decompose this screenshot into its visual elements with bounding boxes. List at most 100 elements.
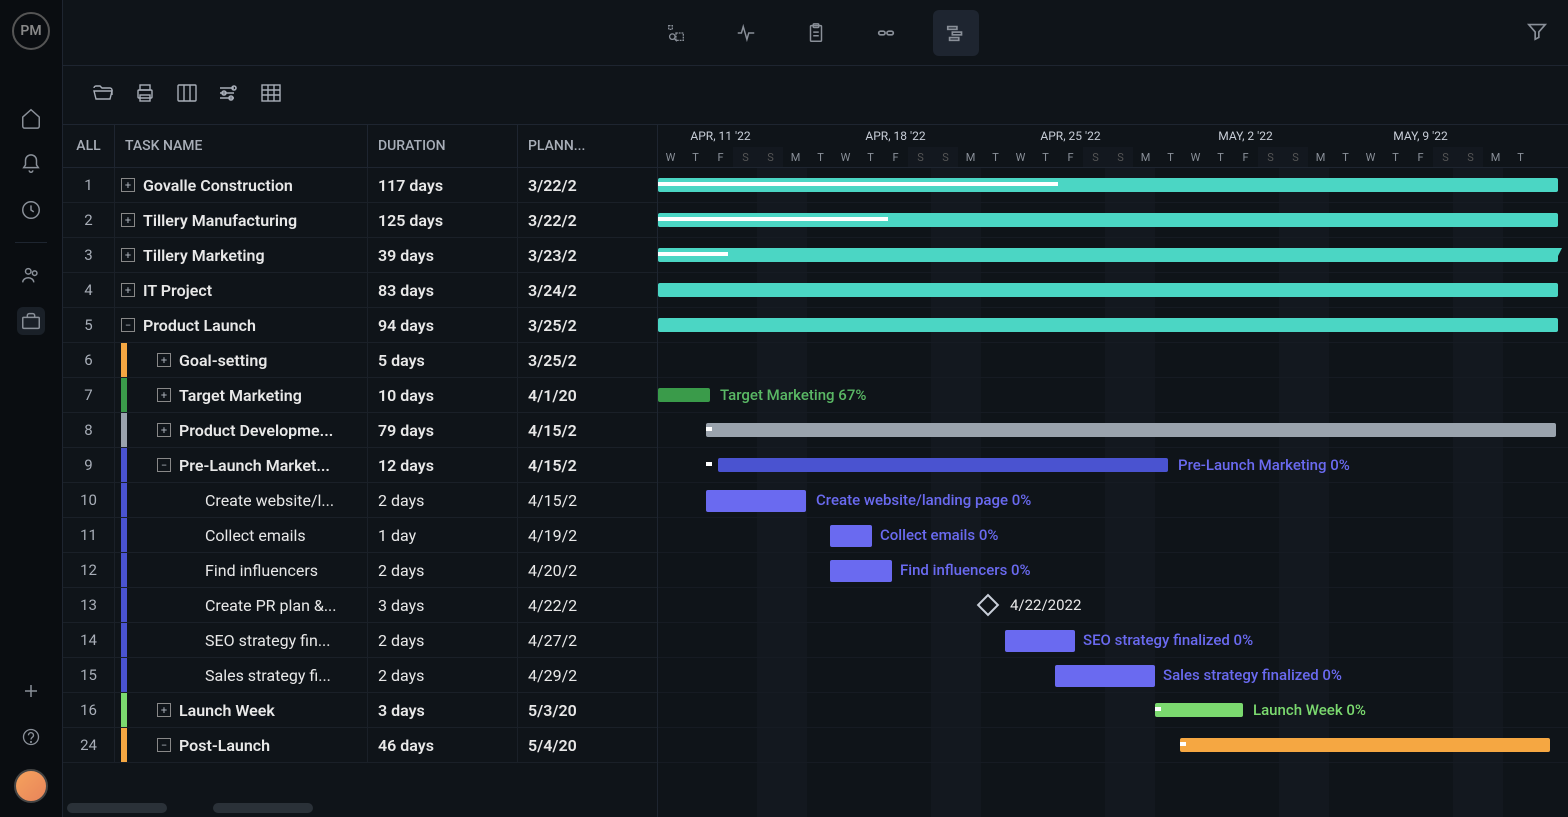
gantt-row[interactable] <box>658 343 1568 378</box>
gantt-bar[interactable] <box>658 248 1558 262</box>
gantt-row[interactable] <box>658 238 1568 273</box>
table-row[interactable]: 13Create PR plan &...3 days4/22/2 <box>63 588 657 623</box>
gantt-row[interactable] <box>658 168 1568 203</box>
logo[interactable]: PM <box>12 12 50 50</box>
grid-icon[interactable] <box>259 81 283 109</box>
gantt-row[interactable]: SEO strategy finalized 0% <box>658 623 1568 658</box>
print-icon[interactable] <box>133 81 157 109</box>
add-icon[interactable] <box>17 677 45 705</box>
gantt-row[interactable]: Create website/landing page 0% <box>658 483 1568 518</box>
gantt-row[interactable]: 4/22/2022 <box>658 588 1568 623</box>
table-row[interactable]: 1+Govalle Construction117 days3/22/2 <box>63 168 657 203</box>
expand-icon[interactable]: + <box>157 388 171 402</box>
folder-icon[interactable] <box>91 81 115 109</box>
view-gantt-icon[interactable] <box>933 10 979 56</box>
expand-icon[interactable]: + <box>121 283 135 297</box>
table-row[interactable]: 12Find influencers2 days4/20/2 <box>63 553 657 588</box>
table-row[interactable]: 9−Pre-Launch Market...12 days4/15/2 <box>63 448 657 483</box>
expand-icon[interactable]: + <box>121 213 135 227</box>
home-icon[interactable] <box>17 104 45 132</box>
expand-icon[interactable]: + <box>157 353 171 367</box>
col-name[interactable]: TASK NAME <box>115 125 368 167</box>
gantt-row[interactable]: Sales strategy finalized 0% <box>658 658 1568 693</box>
view-link-icon[interactable] <box>863 10 909 56</box>
expand-icon[interactable]: + <box>121 248 135 262</box>
gantt-row[interactable] <box>658 413 1568 448</box>
table-row[interactable]: 2+Tillery Manufacturing125 days3/22/2 <box>63 203 657 238</box>
table-row[interactable]: 5−Product Launch94 days3/25/2 <box>63 308 657 343</box>
columns-icon[interactable] <box>175 81 199 109</box>
table-row[interactable]: 11Collect emails1 day4/19/2 <box>63 518 657 553</box>
gantt-bar[interactable] <box>1055 665 1155 687</box>
task-planned: 3/22/2 <box>518 203 657 237</box>
col-planned[interactable]: PLANN... <box>518 125 657 167</box>
col-duration[interactable]: DURATION <box>368 125 518 167</box>
gantt-row[interactable]: Collect emails 0% <box>658 518 1568 553</box>
gantt-bar[interactable] <box>706 490 806 512</box>
table-row[interactable]: 4+IT Project83 days3/24/2 <box>63 273 657 308</box>
task-name: Tillery Manufacturing <box>143 211 297 230</box>
progress-tick <box>1155 707 1161 711</box>
table-row[interactable]: 16+Launch Week3 days5/3/20 <box>63 693 657 728</box>
gantt-bar[interactable] <box>658 283 1558 297</box>
table-row[interactable]: 24−Post-Launch46 days5/4/20 <box>63 728 657 763</box>
gantt-row[interactable] <box>658 728 1568 763</box>
table-scrollbar[interactable] <box>67 803 167 813</box>
gantt-bar[interactable] <box>658 318 1558 332</box>
team-icon[interactable] <box>17 261 45 289</box>
gantt-row[interactable] <box>658 273 1568 308</box>
gantt-row[interactable]: Target Marketing 67% <box>658 378 1568 413</box>
col-all[interactable]: ALL <box>63 125 115 167</box>
gantt-bar[interactable] <box>706 423 1556 437</box>
gantt-row[interactable]: Pre-Launch Marketing 0% <box>658 448 1568 483</box>
milestone-icon[interactable] <box>977 594 1000 617</box>
expand-icon[interactable]: + <box>121 178 135 192</box>
gantt-bar[interactable] <box>658 388 710 402</box>
expand-icon[interactable]: + <box>157 423 171 437</box>
clock-icon[interactable] <box>17 196 45 224</box>
collapse-icon[interactable]: − <box>157 458 171 472</box>
main: ALL TASK NAME DURATION PLANN... 1+Govall… <box>63 0 1568 817</box>
gantt-row[interactable] <box>658 203 1568 238</box>
table-row[interactable]: 15Sales strategy fi...2 days4/29/2 <box>63 658 657 693</box>
expand-icon[interactable]: + <box>157 703 171 717</box>
row-id: 11 <box>63 518 115 552</box>
table-row[interactable]: 6+Goal-setting5 days3/25/2 <box>63 343 657 378</box>
table-row[interactable]: 8+Product Developme...79 days4/15/2 <box>63 413 657 448</box>
view-zoom-icon[interactable] <box>653 10 699 56</box>
gantt-bar[interactable] <box>1180 738 1550 752</box>
collapse-icon[interactable]: − <box>121 318 135 332</box>
row-id: 1 <box>63 168 115 202</box>
collapse-icon[interactable]: − <box>157 738 171 752</box>
task-planned: 5/4/20 <box>518 728 657 762</box>
table-row[interactable]: 7+Target Marketing10 days4/1/20 <box>63 378 657 413</box>
table-row[interactable]: 14SEO strategy fin...2 days4/27/2 <box>63 623 657 658</box>
task-planned: 4/15/2 <box>518 483 657 517</box>
gantt-bar[interactable] <box>718 458 1168 472</box>
table-row[interactable]: 10Create website/l...2 days4/15/2 <box>63 483 657 518</box>
gantt-body[interactable]: Target Marketing 67% Pre-Launch Marketing… <box>658 168 1568 817</box>
gantt-bar[interactable] <box>830 525 872 547</box>
gantt-bar[interactable] <box>1005 630 1075 652</box>
filter-icon[interactable] <box>1526 20 1548 46</box>
gantt-bar[interactable] <box>830 560 892 582</box>
help-icon[interactable] <box>17 723 45 751</box>
gantt-row[interactable]: Launch Week 0% <box>658 693 1568 728</box>
view-activity-icon[interactable] <box>723 10 769 56</box>
gantt-row[interactable] <box>658 308 1568 343</box>
table-row[interactable]: 3+Tillery Marketing39 days3/23/2 <box>63 238 657 273</box>
week-label: MAY, 2 '22 <box>1158 125 1333 147</box>
avatar[interactable] <box>14 769 48 803</box>
gantt-header: APR, 11 '22APR, 18 '22APR, 25 '22MAY, 2 … <box>658 124 1568 168</box>
view-clipboard-icon[interactable] <box>793 10 839 56</box>
briefcase-icon[interactable] <box>17 307 45 335</box>
task-duration: 1 day <box>368 518 518 552</box>
task-name: IT Project <box>143 281 212 300</box>
gantt-row[interactable]: Find influencers 0% <box>658 553 1568 588</box>
row-name-cell: +Tillery Marketing <box>115 238 368 272</box>
row-name-cell: +Target Marketing <box>115 378 368 412</box>
priority-bar <box>121 623 127 657</box>
settings-icon[interactable] <box>217 81 241 109</box>
gantt-bar[interactable] <box>1155 703 1243 717</box>
notifications-icon[interactable] <box>17 150 45 178</box>
